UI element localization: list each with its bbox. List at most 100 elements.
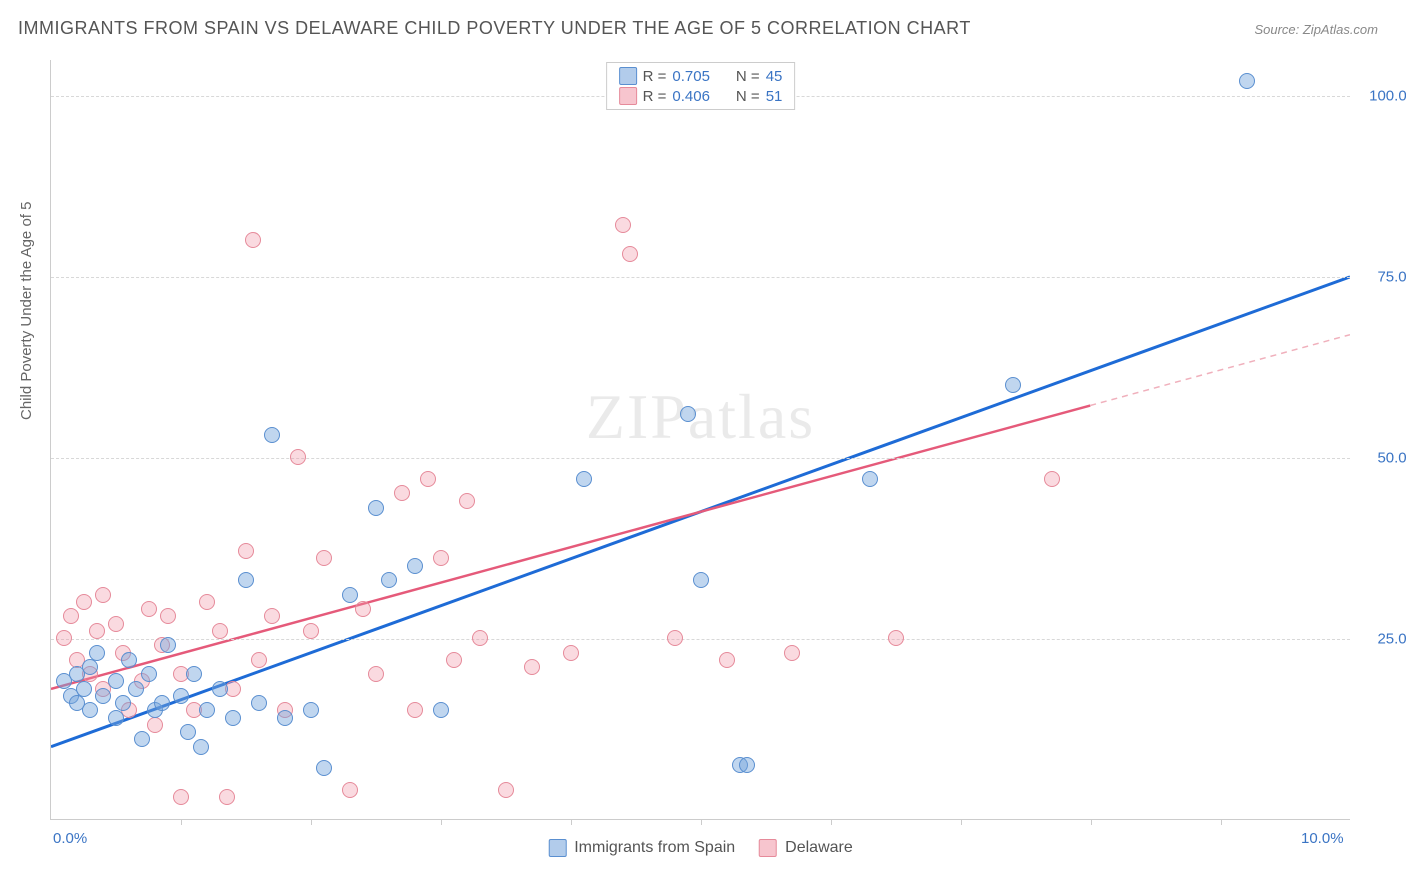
data-point — [128, 681, 144, 697]
data-point — [147, 717, 163, 733]
data-point — [173, 789, 189, 805]
y-tick-label: 100.0% — [1369, 88, 1406, 105]
n-label: N = — [736, 68, 760, 85]
data-point — [680, 406, 696, 422]
data-point — [199, 702, 215, 718]
data-point — [141, 666, 157, 682]
data-point — [63, 608, 79, 624]
data-point — [121, 652, 137, 668]
data-point — [290, 449, 306, 465]
data-point — [238, 543, 254, 559]
data-point — [89, 623, 105, 639]
x-tick — [441, 819, 442, 825]
chart-plot-area: ZIPatlas R = 0.705 N = 45 R = 0.406 N = … — [50, 60, 1350, 820]
data-point — [498, 782, 514, 798]
legend-item-pink: Delaware — [759, 839, 853, 857]
source-value: ZipAtlas.com — [1303, 22, 1378, 37]
data-point — [56, 630, 72, 646]
data-point — [277, 710, 293, 726]
watermark-text: ZIPatlas — [586, 380, 815, 454]
swatch-pink-icon — [619, 87, 637, 105]
data-point — [303, 623, 319, 639]
data-point — [251, 652, 267, 668]
data-point — [667, 630, 683, 646]
data-point — [888, 630, 904, 646]
data-point — [180, 724, 196, 740]
data-point — [1005, 377, 1021, 393]
legend-row-pink: R = 0.406 N = 51 — [619, 87, 783, 105]
y-tick-label: 50.0% — [1377, 450, 1406, 467]
data-point — [407, 558, 423, 574]
r-label: R = — [643, 68, 667, 85]
data-point — [719, 652, 735, 668]
data-point — [219, 789, 235, 805]
data-point — [264, 427, 280, 443]
data-point — [739, 757, 755, 773]
data-point — [141, 601, 157, 617]
data-point — [186, 666, 202, 682]
x-tick — [831, 819, 832, 825]
data-point — [368, 666, 384, 682]
r-label: R = — [643, 88, 667, 105]
data-point — [563, 645, 579, 661]
data-point — [303, 702, 319, 718]
data-point — [446, 652, 462, 668]
data-point — [316, 550, 332, 566]
x-tick — [701, 819, 702, 825]
trend-lines — [51, 60, 1350, 819]
data-point — [1044, 471, 1060, 487]
swatch-blue-icon — [619, 67, 637, 85]
data-point — [193, 739, 209, 755]
data-point — [108, 673, 124, 689]
data-point — [615, 217, 631, 233]
data-point — [173, 688, 189, 704]
source-label: Source: — [1254, 22, 1302, 37]
legend-label-pink: Delaware — [785, 839, 853, 857]
x-tick — [1091, 819, 1092, 825]
y-tick-label: 25.0% — [1377, 631, 1406, 648]
n-value-blue: 45 — [766, 68, 783, 85]
x-tick — [311, 819, 312, 825]
data-point — [576, 471, 592, 487]
grid-line — [51, 277, 1350, 278]
data-point — [622, 246, 638, 262]
y-tick-label: 75.0% — [1377, 269, 1406, 286]
x-tick — [571, 819, 572, 825]
data-point — [245, 232, 261, 248]
r-value-blue: 0.705 — [672, 68, 710, 85]
legend-item-blue: Immigrants from Spain — [548, 839, 735, 857]
data-point — [1239, 73, 1255, 89]
data-point — [784, 645, 800, 661]
data-point — [420, 471, 436, 487]
data-point — [225, 710, 241, 726]
legend-row-blue: R = 0.705 N = 45 — [619, 67, 783, 85]
data-point — [76, 681, 92, 697]
data-point — [212, 681, 228, 697]
data-point — [154, 695, 170, 711]
data-point — [342, 587, 358, 603]
data-point — [82, 659, 98, 675]
data-point — [115, 695, 131, 711]
data-point — [693, 572, 709, 588]
data-point — [459, 493, 475, 509]
data-point — [251, 695, 267, 711]
x-tick-label: 0.0% — [53, 830, 87, 847]
x-tick — [961, 819, 962, 825]
data-point — [394, 485, 410, 501]
data-point — [381, 572, 397, 588]
data-point — [199, 594, 215, 610]
legend-label-blue: Immigrants from Spain — [574, 839, 735, 857]
data-point — [368, 500, 384, 516]
data-point — [238, 572, 254, 588]
data-point — [95, 587, 111, 603]
grid-line — [51, 458, 1350, 459]
data-point — [108, 710, 124, 726]
source-attribution: Source: ZipAtlas.com — [1254, 22, 1378, 37]
data-point — [342, 782, 358, 798]
y-axis-label: Child Poverty Under the Age of 5 — [18, 202, 35, 420]
data-point — [407, 702, 423, 718]
x-tick — [181, 819, 182, 825]
data-point — [433, 550, 449, 566]
data-point — [76, 594, 92, 610]
data-point — [160, 637, 176, 653]
